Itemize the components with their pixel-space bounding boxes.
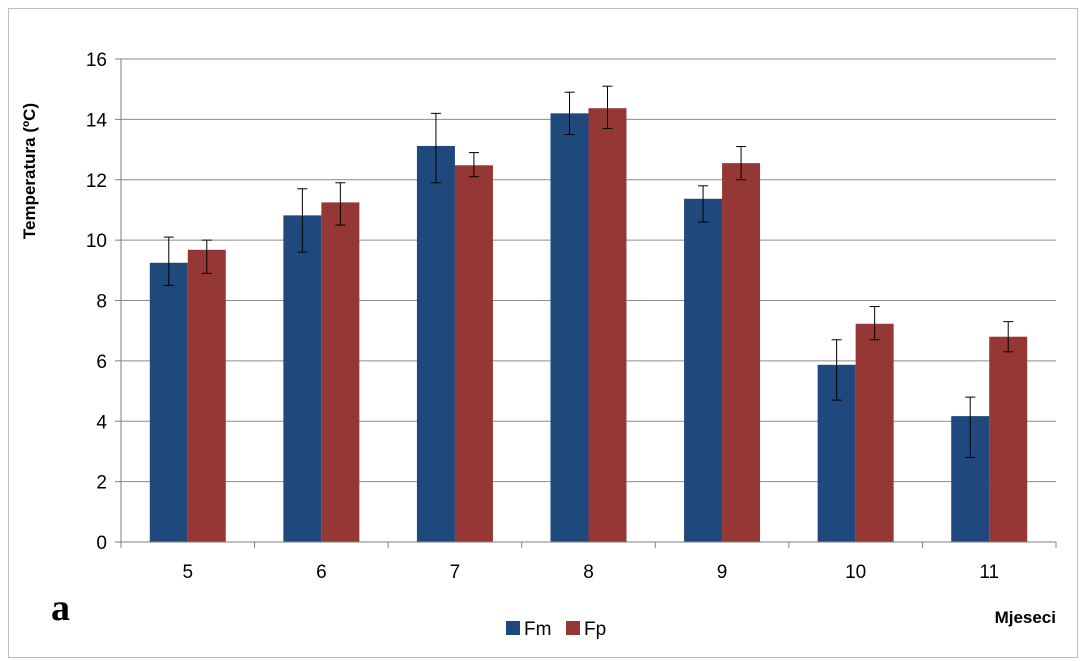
y-tick-label: 0 <box>96 533 107 554</box>
y-tick-labels: 0 2 4 6 8 10 12 14 16 <box>86 50 108 554</box>
x-tick-label: 5 <box>182 562 193 583</box>
x-tick-label: 9 <box>717 562 728 583</box>
x-tick-label: 10 <box>845 562 866 583</box>
y-tick-label: 6 <box>96 352 107 373</box>
x-tick-label: 8 <box>583 562 594 583</box>
legend-label-fp: Fp <box>584 619 606 640</box>
bar-fm <box>283 215 322 542</box>
y-tick-label: 12 <box>86 171 107 192</box>
legend-label-fm: Fm <box>524 619 551 640</box>
error-bars <box>163 85 1014 458</box>
bar-fm <box>550 113 589 543</box>
bar-fp <box>588 108 627 542</box>
bar-fp <box>454 165 493 542</box>
panel-label: a <box>51 587 70 629</box>
x-tick-label: 11 <box>979 562 999 583</box>
axes <box>115 58 1057 548</box>
y-tick-label: 10 <box>86 231 107 252</box>
x-axis-title: Mjeseci <box>995 608 1056 627</box>
bar-fp <box>187 249 226 542</box>
legend-swatch-fp <box>566 621 580 635</box>
bar-fm <box>149 262 188 542</box>
y-tick-label: 16 <box>86 50 107 71</box>
bar-fp <box>722 163 761 542</box>
y-axis-title: Temperatura (ºC) <box>20 103 39 239</box>
y-tick-label: 8 <box>96 292 107 313</box>
chart-frame: 0 2 4 6 8 10 12 14 16 5 6 7 8 9 10 11 Temperatura (ºC)… <box>8 8 1078 658</box>
legend: Fm Fp <box>506 619 606 640</box>
x-tick-label: 6 <box>316 562 327 583</box>
x-tick-labels: 5 6 7 8 9 10 11 <box>182 562 999 583</box>
bar-fm <box>416 145 455 542</box>
x-tick-label: 7 <box>450 562 461 583</box>
bar-chart: 0 2 4 6 8 10 12 14 16 5 6 7 8 9 10 11 Temperatura (ºC)… <box>20 50 1057 640</box>
bar-fp <box>855 323 894 542</box>
y-tick-label: 4 <box>96 412 107 433</box>
bars <box>149 108 1028 543</box>
y-tick-label: 2 <box>96 473 107 494</box>
bar-fm <box>684 198 723 542</box>
legend-swatch-fm <box>506 621 520 635</box>
y-tick-label: 14 <box>86 110 108 131</box>
bar-fp <box>989 336 1028 542</box>
bar-fp <box>321 202 360 542</box>
